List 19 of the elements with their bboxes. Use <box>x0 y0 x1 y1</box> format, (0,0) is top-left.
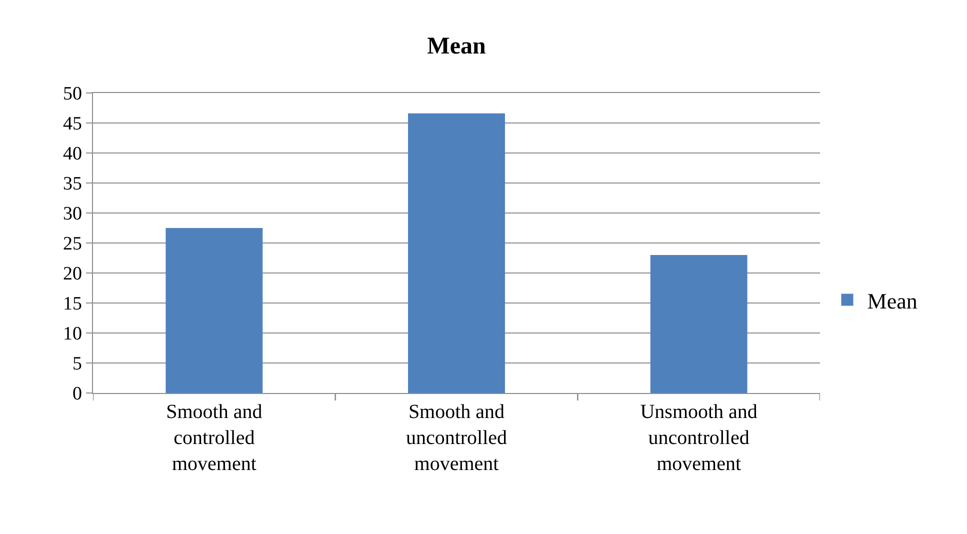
y-tick-label: 45 <box>63 114 82 135</box>
bar <box>650 255 748 393</box>
y-tick-label: 25 <box>63 234 82 255</box>
chart-title: Mean <box>427 33 486 60</box>
y-tick-label: 30 <box>63 204 82 225</box>
y-tick-label: 10 <box>63 324 82 345</box>
y-tick-label: 50 <box>63 84 82 105</box>
bar <box>166 228 263 393</box>
bar <box>408 113 505 393</box>
x-tick-label: Smooth and controlled movement <box>166 401 262 476</box>
x-tick-label: Unsmooth and uncontrolled movement <box>640 401 758 476</box>
y-tick-label: 35 <box>63 174 82 195</box>
y-tick-label: 5 <box>72 354 82 375</box>
x-tick-label: Smooth and uncontrolled movement <box>406 401 508 476</box>
y-tick-label: 20 <box>63 264 82 285</box>
y-tick-label: 0 <box>72 384 82 405</box>
y-tick-label: 40 <box>63 144 82 165</box>
legend-label: Mean <box>867 288 918 314</box>
y-tick-label: 15 <box>63 294 82 315</box>
